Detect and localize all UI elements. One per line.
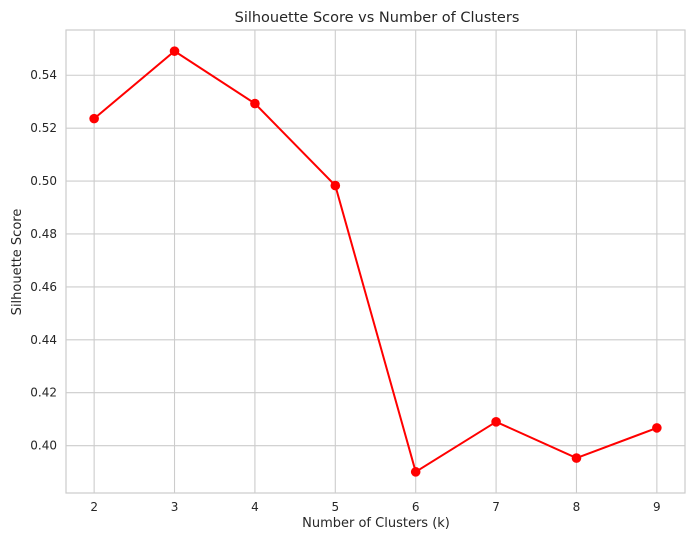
x-tick-labels: 2 3 4 5 6 7 8 9 [90,500,660,514]
y-tick-labels: 0.40 0.42 0.44 0.46 0.48 0.50 0.52 0.54 [30,68,57,452]
data-point [491,417,501,427]
data-point [652,423,662,433]
y-axis-label: Silhouette Score [10,209,25,316]
x-tick-label: 9 [653,500,661,514]
series-markers [89,46,662,477]
data-point [89,113,99,124]
data-point [250,98,260,109]
x-gridlines [93,30,658,493]
y-gridlines [66,74,685,447]
data-point [571,453,582,463]
data-point [330,180,341,191]
x-tick-label: 7 [492,500,500,514]
y-tick-label: 0.44 [30,333,57,347]
data-point [169,46,180,56]
data-point [410,467,421,477]
y-tick-label: 0.54 [30,68,57,82]
y-tick-label: 0.48 [30,227,57,241]
y-tick-label: 0.42 [30,386,57,400]
x-tick-label: 3 [171,500,179,514]
chart-title: Silhouette Score vs Number of Clusters [235,10,520,26]
x-tick-label: 5 [331,500,339,514]
y-tick-label: 0.50 [30,174,57,188]
plot-frame [65,29,686,494]
y-tick-label: 0.52 [30,121,57,135]
series-line [93,49,658,474]
x-tick-label: 4 [251,500,259,514]
x-tick-label: 6 [412,500,420,514]
x-axis-label: Number of Clusters (k) [302,516,450,531]
y-tick-label: 0.40 [30,439,57,453]
y-tick-label: 0.46 [30,280,57,294]
x-tick-label: 8 [573,500,581,514]
x-tick-label: 2 [90,500,98,514]
